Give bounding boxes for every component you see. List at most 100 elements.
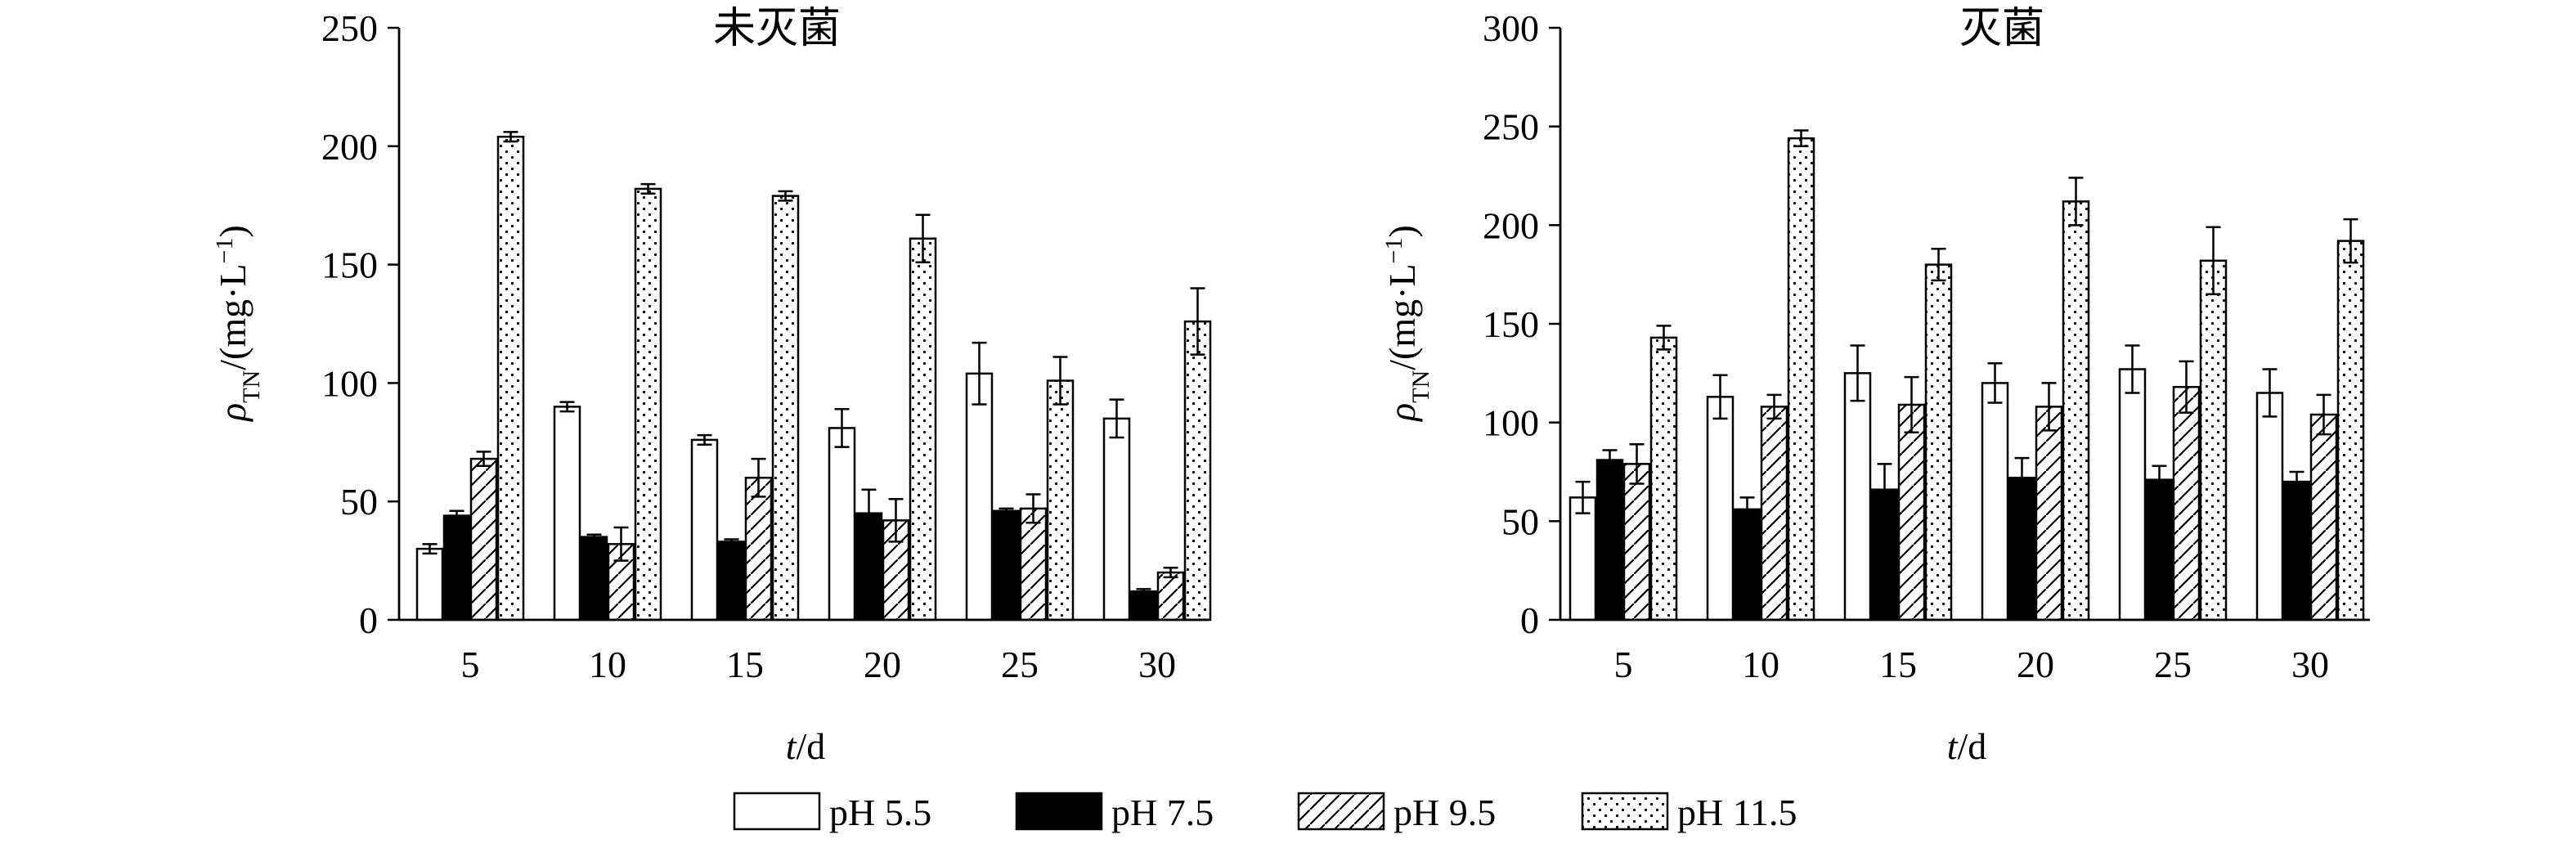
chart-sterilized: 灭菌 ρTN/(mg·L−1) t/d 0 50 100 150 200 250 300 5… <box>1380 6 2370 767</box>
y-axis-label-close: ) <box>212 225 254 237</box>
y-axis-label-rho: ρ <box>212 403 254 423</box>
x-axis-label-rest: /d <box>1958 725 1987 767</box>
x-tick-label: 10 <box>589 644 626 685</box>
bar-ph75 <box>992 509 1021 621</box>
x-tick-label: 20 <box>2017 644 2054 685</box>
x-tick-label: 5 <box>1614 644 1633 685</box>
y-axis-label-sub: TN <box>1407 370 1434 403</box>
bar-ph55 <box>1843 372 1872 621</box>
y-ticks: 0 50 100 150 200 250 300 <box>1483 7 1560 641</box>
y-axis-label-main: /(mg·L <box>212 263 254 370</box>
bar-ph55 <box>828 427 856 621</box>
chart-title: 灭菌 <box>1959 6 2044 52</box>
y-axis-label-sup: −1 <box>1380 238 1407 264</box>
bar-ph95 <box>2172 385 2201 621</box>
bar-ph115 <box>2062 200 2090 621</box>
y-axis-label-sub: TN <box>238 370 265 403</box>
y-axis-label-sup: −1 <box>211 238 238 264</box>
bars <box>1568 129 2365 621</box>
bar-ph55 <box>2255 392 2284 621</box>
bar-ph75 <box>1595 459 1624 621</box>
bar-ph95 <box>1897 403 1926 621</box>
bar-ph115 <box>496 135 525 621</box>
bar-ph55 <box>690 438 719 621</box>
bar-ph75 <box>1733 508 1761 621</box>
x-tick-label: 10 <box>1742 644 1779 685</box>
legend-swatch <box>1015 792 1103 831</box>
bar-ph115 <box>2199 259 2228 621</box>
y-axis-label: ρTN/(mg·L−1) <box>211 225 265 423</box>
legend-swatch <box>733 792 821 831</box>
bar-ph115 <box>2336 240 2365 621</box>
bar-ph115 <box>1183 320 1212 621</box>
x-axis-label: t/d <box>786 725 826 767</box>
legend-item-ph55: pH 5.5 <box>733 792 931 833</box>
bar-ph55 <box>553 406 581 621</box>
y-tick-label: 250 <box>321 7 378 49</box>
y-axis-label-main: /(mg·L <box>1381 263 1423 370</box>
bar-ph75 <box>2145 478 2174 621</box>
legend-label: pH 9.5 <box>1393 792 1496 833</box>
legend-label: pH 11.5 <box>1677 792 1797 833</box>
bar-ph115 <box>1046 379 1075 621</box>
axes <box>397 28 1209 621</box>
x-tick-label: 25 <box>1001 644 1039 685</box>
y-tick-label: 50 <box>340 481 378 523</box>
bar-ph75 <box>717 541 746 621</box>
chart-title: 未灭菌 <box>713 6 841 52</box>
y-tick-label: 50 <box>1501 500 1539 542</box>
bar-ph55 <box>2118 368 2147 621</box>
y-tick-label: 100 <box>1483 402 1539 444</box>
x-tick-label: 20 <box>864 644 901 685</box>
bar-ph95 <box>1760 406 1788 621</box>
x-ticks: 5 10 15 20 25 30 <box>1614 644 2330 685</box>
y-axis-label-rho: ρ <box>1381 403 1423 423</box>
x-tick-label: 15 <box>726 644 764 685</box>
y-tick-label: 0 <box>359 599 378 641</box>
bar-ph55 <box>1102 417 1131 621</box>
bar-ph95 <box>1019 507 1048 621</box>
axes <box>1559 28 2370 621</box>
x-tick-label: 15 <box>1879 644 1917 685</box>
x-tick-label: 25 <box>2154 644 2192 685</box>
x-axis-label-italic: t <box>786 725 797 767</box>
x-ticks: 5 10 15 20 25 30 <box>461 644 1177 685</box>
legend-item-ph95: pH 9.5 <box>1297 792 1496 833</box>
x-axis-label: t/d <box>1947 725 1987 767</box>
bar-ph75 <box>580 536 608 621</box>
bar-ph75 <box>2008 476 2036 621</box>
bar-ph115 <box>1924 263 1953 621</box>
legend-item-ph115: pH 11.5 <box>1581 792 1797 833</box>
bar-ph95 <box>469 457 498 621</box>
x-tick-label: 30 <box>1138 644 1176 685</box>
bar-ph95 <box>1622 463 1651 621</box>
legend-swatch <box>1297 792 1385 831</box>
bar-ph115 <box>1787 137 1815 621</box>
bar-ph75 <box>442 514 471 621</box>
bar-ph95 <box>1156 571 1185 621</box>
x-tick-label: 5 <box>461 644 480 685</box>
bar-ph115 <box>771 195 800 621</box>
bar-ph55 <box>1706 396 1735 621</box>
legend-item-ph75: pH 7.5 <box>1015 792 1214 833</box>
y-axis-label: ρTN/(mg·L−1) <box>1380 225 1434 423</box>
bar-ph115 <box>909 237 937 621</box>
y-tick-label: 150 <box>1483 303 1539 345</box>
bar-ph115 <box>1649 336 1678 621</box>
y-tick-label: 100 <box>321 362 378 404</box>
y-tick-label: 200 <box>321 126 378 168</box>
y-ticks: 0 50 100 150 200 250 <box>321 7 399 641</box>
x-tick-label: 30 <box>2291 644 2329 685</box>
y-tick-label: 250 <box>1483 106 1539 148</box>
legend-label: pH 7.5 <box>1111 792 1214 833</box>
y-axis-label-close: ) <box>1381 225 1423 237</box>
x-axis-label-rest: /d <box>797 725 826 767</box>
y-tick-label: 150 <box>321 245 378 286</box>
chart-untreated: 未灭菌 ρTN/(mg·L−1) t/d 0 50 100 150 200 250 5 10… <box>211 6 1212 767</box>
y-tick-label: 300 <box>1483 7 1539 49</box>
bar-ph75 <box>2282 480 2311 621</box>
bar-ph115 <box>634 187 662 621</box>
legend-label: pH 5.5 <box>829 792 931 833</box>
x-axis-label-italic: t <box>1947 725 1959 767</box>
